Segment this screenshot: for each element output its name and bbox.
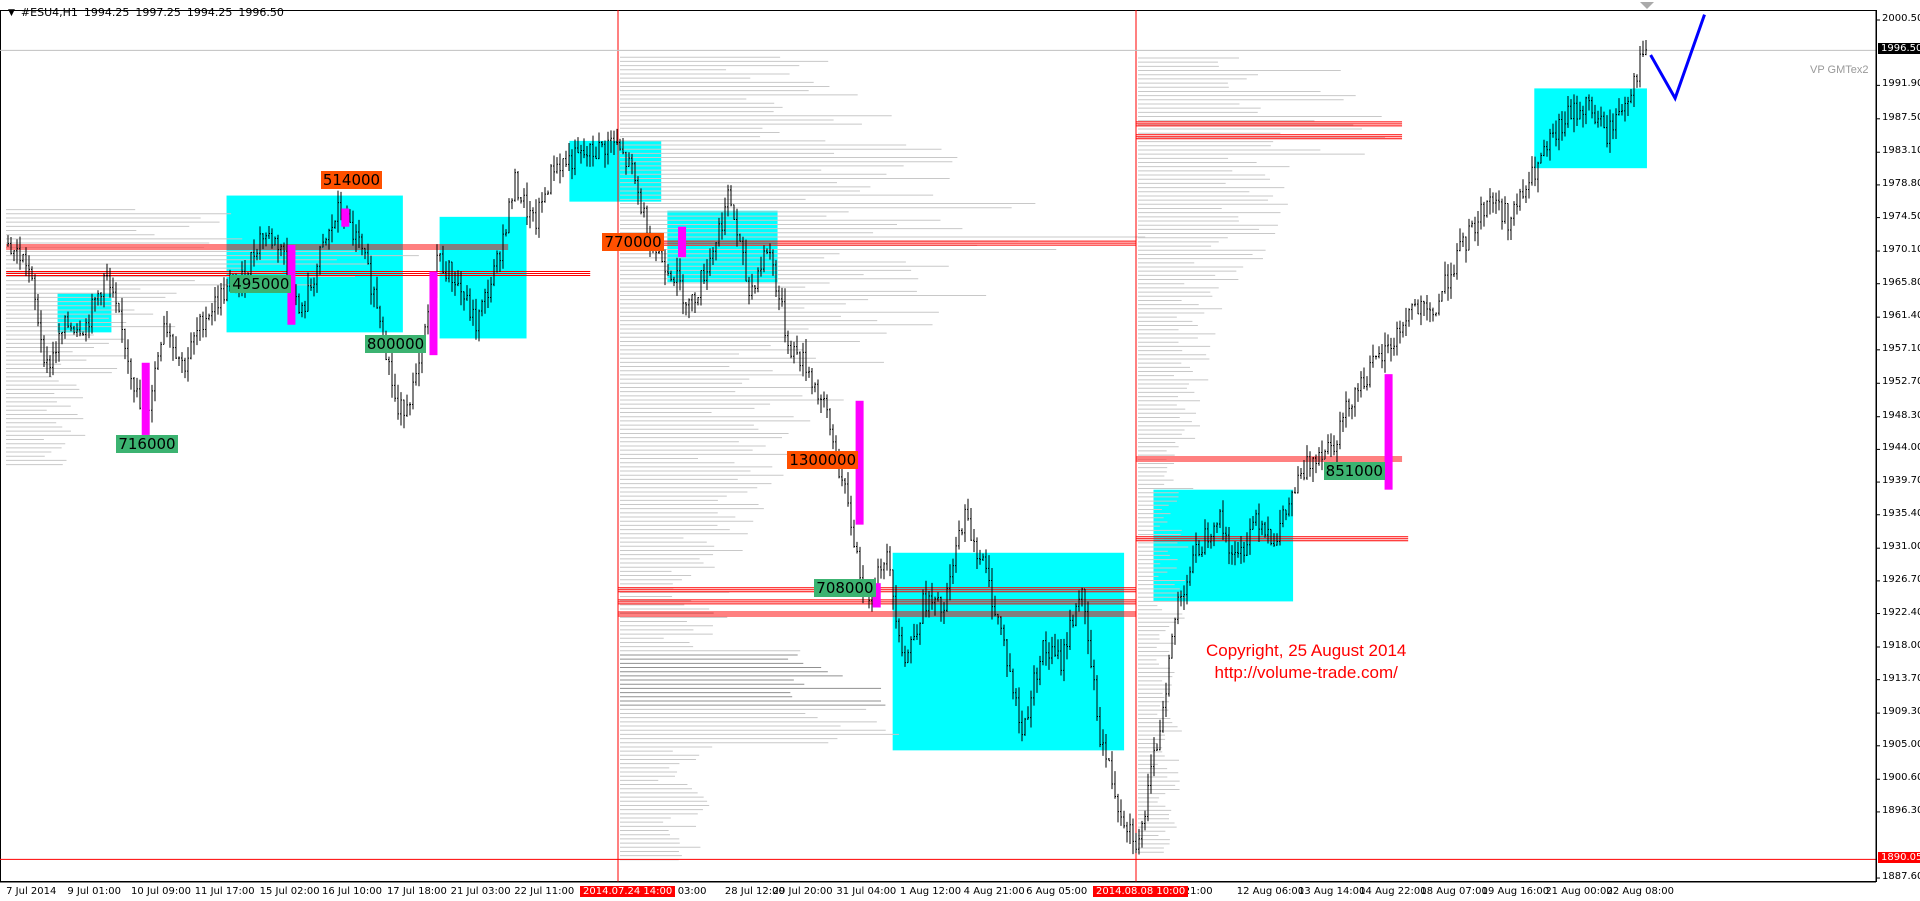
time-tick-label: 18 Aug 07:00 — [1420, 886, 1488, 897]
balance-zone-box — [569, 140, 662, 202]
volume-spike-bar — [1384, 374, 1393, 490]
volume-spike-bar — [678, 226, 687, 258]
volume-spike-bar — [429, 271, 438, 356]
price-tick-label: 1931.00 — [1882, 541, 1920, 553]
volume-spike-bar — [341, 208, 350, 227]
shift-marker-icon — [1640, 2, 1654, 9]
price-tick-label: 1965.80 — [1882, 276, 1920, 288]
price-tick-label: 1961.40 — [1882, 310, 1920, 322]
price-tick-label: 1913.70 — [1882, 672, 1920, 684]
time-tick-label: 15 Jul 02:00 — [259, 886, 320, 897]
copyright-note: Copyright, 25 August 2014 http://volume-… — [1206, 640, 1406, 684]
volume-label: 716000 — [116, 435, 178, 454]
time-tick-label: Jul 03:00 — [662, 886, 707, 897]
time-tick-label: 4 Aug 21:00 — [963, 886, 1025, 897]
open-value: 1994.25 — [83, 6, 130, 19]
time-tick-label: 9 Jul 01:00 — [67, 886, 121, 897]
price-tick-label: 1918.00 — [1882, 640, 1920, 651]
balance-zone-box — [439, 216, 527, 339]
time-tick-label: 22 Aug 08:00 — [1606, 886, 1674, 897]
marked-low-label: 1890.05 — [1878, 852, 1920, 864]
period-separator-label: 2014.08.08 10:00 — [1093, 886, 1189, 897]
low-value: 1994.25 — [186, 6, 233, 19]
volume-spike-bar — [872, 583, 881, 608]
indicator-label: VP GMTex2 — [1810, 64, 1869, 76]
close-value: 1996.50 — [238, 6, 284, 19]
high-value: 1997.25 — [135, 6, 181, 19]
price-tick-label: 1983.10 — [1882, 145, 1920, 157]
price-tick-label: 1970.10 — [1882, 244, 1920, 256]
time-tick-label: 19 Aug 16:00 — [1481, 886, 1550, 897]
current-price-label: 1996.50 — [1878, 43, 1920, 55]
time-tick-label: 28 Jul 12:00 — [724, 886, 785, 897]
price-tick-label: 1896.30 — [1882, 804, 1920, 816]
price-tick-label: 1944.00 — [1882, 442, 1920, 454]
time-tick-label: 11 Jul 17:00 — [194, 886, 255, 897]
forecast-line — [1649, 14, 1706, 102]
price-tick-label: 1987.50 — [1882, 111, 1920, 123]
balance-zone-box — [892, 552, 1125, 751]
volume-label: 851000 — [1323, 462, 1385, 481]
price-tick-label: 1939.70 — [1882, 475, 1920, 487]
copyright-line: Copyright, 25 August 2014 — [1206, 641, 1407, 660]
time-tick-label: 10 Jul 09:00 — [131, 886, 191, 897]
balance-zone-box — [1534, 88, 1647, 169]
price-tick-label: 1909.30 — [1882, 706, 1920, 718]
price-tick-label: 1900.60 — [1882, 772, 1920, 784]
price-tick-label: 1922.40 — [1882, 606, 1920, 618]
symbol-label: #ESU4,H1 — [20, 6, 78, 19]
time-tick-label: 22 Jul 11:00 — [514, 886, 575, 897]
time-tick-label: 21 Jul 03:00 — [450, 886, 511, 897]
price-tick-label: 1952.70 — [1882, 376, 1920, 388]
volume-spike-bar — [141, 362, 150, 435]
price-tick-label: 1948.30 — [1882, 409, 1920, 421]
volume-label: 800000 — [364, 335, 427, 354]
time-tick-label: 16 Jul 10:00 — [322, 886, 382, 897]
price-tick-label: 1974.50 — [1882, 210, 1920, 222]
copyright-url: http://volume-trade.com/ — [1214, 663, 1398, 682]
price-tick-label: 1935.40 — [1882, 507, 1920, 519]
volume-label: 514000 — [320, 171, 383, 189]
price-tick-label: 1991.90 — [1882, 78, 1920, 90]
chart-header: ▼ #ESU4,H1 1994.25 1997.25 1994.25 1996.… — [8, 6, 284, 19]
time-tick-label: 13 Aug 14:00 — [1297, 886, 1366, 897]
price-tick-label: 1957.10 — [1882, 342, 1920, 354]
dropdown-triangle-icon[interactable]: ▼ — [8, 7, 15, 18]
volume-label: 495000 — [230, 275, 292, 294]
time-tick-label: 1 Aug 12:00 — [900, 886, 962, 897]
price-tick-label: 2000.50 — [1882, 13, 1920, 24]
volume-label: 770000 — [602, 233, 664, 252]
time-tick-label: 21 Aug 00:00 — [1545, 886, 1613, 897]
volume-label: 708000 — [814, 578, 876, 597]
price-tick-label: 1887.60 — [1882, 871, 1920, 883]
price-tick-label: 1978.80 — [1882, 177, 1920, 189]
time-tick-label: 17 Jul 18:00 — [386, 886, 447, 897]
time-tick-label: 31 Jul 04:00 — [836, 886, 897, 897]
volume-spike-bar — [855, 400, 864, 525]
price-tick-label: 1905.00 — [1882, 738, 1920, 750]
time-tick-label: 6 Aug 05:00 — [1026, 886, 1088, 897]
time-tick-label: 12 Aug 06:00 — [1236, 886, 1305, 897]
price-tick-label: 1926.70 — [1882, 573, 1920, 585]
time-tick-label: g 21:00 — [1174, 886, 1213, 897]
volume-label: 1300000 — [787, 451, 859, 470]
time-tick-label: 7 Jul 2014 — [6, 886, 57, 897]
period-separator-label: 2014.07.24 14:00 — [580, 886, 676, 897]
time-tick-label: 29 Jul 20:00 — [772, 886, 833, 897]
time-tick-label: 14 Aug 22:00 — [1359, 886, 1427, 897]
balance-zone-box — [57, 293, 112, 333]
